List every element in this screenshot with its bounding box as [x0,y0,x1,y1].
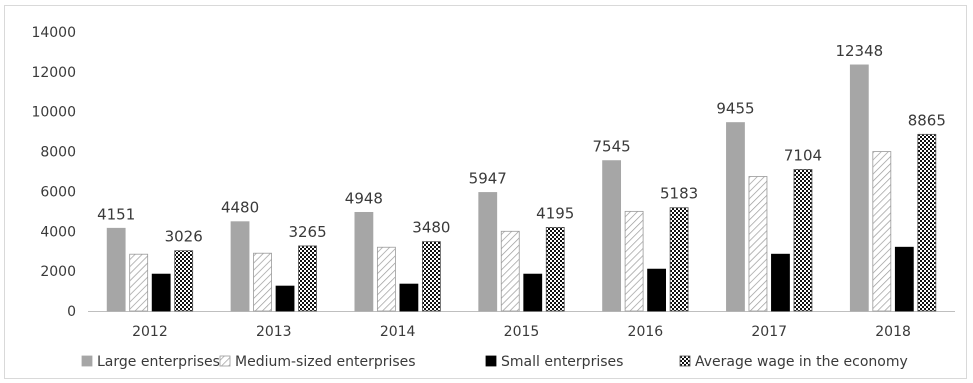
bar-medium-sized-enterprises-2018 [872,151,892,312]
bar-large-enterprises-2015 [478,192,498,312]
legend-label: Small enterprises [501,354,623,370]
legend-swatch [81,355,93,367]
data-label-large-enterprises: 5947 [469,169,507,187]
bar-small-enterprises-2017 [771,253,790,312]
y-tick-label: 12000 [31,65,76,81]
y-tick-label: 10000 [31,105,76,121]
bar-large-enterprises-2017 [726,122,745,312]
data-label-average-wage-in-the-economy: 3480 [412,219,450,237]
legend-swatch [485,355,497,367]
y-tick-label: 2000 [40,264,76,280]
bar-medium-sized-enterprises-2016 [624,210,644,312]
data-label-large-enterprises: 7545 [593,138,631,156]
data-label-large-enterprises: 9455 [716,100,754,118]
x-tick-label: 2015 [504,324,540,340]
bar-large-enterprises-2016 [602,160,622,312]
bar-average-wage-in-the-economy-2015 [545,226,565,312]
y-tick-label: 0 [67,304,76,320]
bar-small-enterprises-2014 [399,283,419,312]
legend: Large enterprises Medium-sized enterprise… [81,354,908,370]
y-tick-label: 14000 [31,25,76,41]
data-labels: 4151 3026 4480 3265 4948 3480 5947 4195 7545 5183… [97,42,946,246]
y-tick-label: 4000 [40,224,76,240]
bar-small-enterprises-2015 [523,273,543,312]
x-tick-label: 2017 [751,324,787,340]
legend-item-medium-sized-enterprises: Medium-sized enterprises [219,354,416,370]
bar-small-enterprises-2016 [647,268,667,312]
x-tick-label: 2018 [875,324,911,340]
x-tick-label: 2016 [628,324,664,340]
bar-large-enterprises-2014 [354,211,374,312]
legend-label: Large enterprises [97,354,220,370]
y-tick-label: 8000 [40,145,76,161]
bar-average-wage-in-the-economy-2014 [421,241,441,312]
data-label-average-wage-in-the-economy: 8865 [908,111,946,129]
y-tick-label: 6000 [40,184,76,200]
data-label-average-wage-in-the-economy: 3265 [288,223,326,241]
bar-small-enterprises-2012 [151,273,171,312]
bar-medium-sized-enterprises-2015 [500,230,520,312]
legend-item-average-wage-in-the-economy: Average wage in the economy [679,354,908,370]
data-label-average-wage-in-the-economy: 3026 [165,228,203,246]
legend-swatch [679,355,691,367]
bar-large-enterprises-2018 [849,64,869,312]
bar-medium-sized-enterprises-2014 [376,246,396,312]
bar-average-wage-in-the-economy-2013 [298,245,317,312]
x-tick-label: 2012 [132,324,168,340]
legend-swatch [219,355,231,367]
bar-large-enterprises-2013 [230,221,250,312]
axes: 0 2000 4000 6000 8000 10000 12000 14000 2012 2013… [31,25,955,340]
data-label-large-enterprises: 4151 [97,205,135,223]
data-label-large-enterprises: 12348 [835,42,883,60]
bars [106,64,937,312]
bar-large-enterprises-2012 [106,227,126,312]
bar-small-enterprises-2013 [275,285,295,312]
data-label-average-wage-in-the-economy: 4195 [536,204,574,222]
legend-item-large-enterprises: Large enterprises [81,354,220,370]
x-tick-label: 2014 [380,324,416,340]
bar-average-wage-in-the-economy-2016 [669,207,689,312]
data-label-average-wage-in-the-economy: 5183 [660,185,698,203]
bar-average-wage-in-the-economy-2012 [174,250,194,312]
bar-medium-sized-enterprises-2017 [748,176,768,312]
data-label-large-enterprises: 4480 [221,199,259,217]
legend-label: Medium-sized enterprises [235,354,416,370]
bar-average-wage-in-the-economy-2018 [917,133,937,312]
legend-item-small-enterprises: Small enterprises [485,354,623,370]
bar-medium-sized-enterprises-2013 [253,252,272,312]
data-label-large-enterprises: 4948 [345,189,383,207]
bar-medium-sized-enterprises-2012 [129,253,149,312]
data-label-average-wage-in-the-economy: 7104 [784,146,822,164]
legend-label: Average wage in the economy [695,354,908,370]
bar-average-wage-in-the-economy-2017 [793,169,813,312]
x-tick-label: 2013 [256,324,292,340]
chart-frame [4,5,967,379]
bar-small-enterprises-2018 [894,246,914,312]
